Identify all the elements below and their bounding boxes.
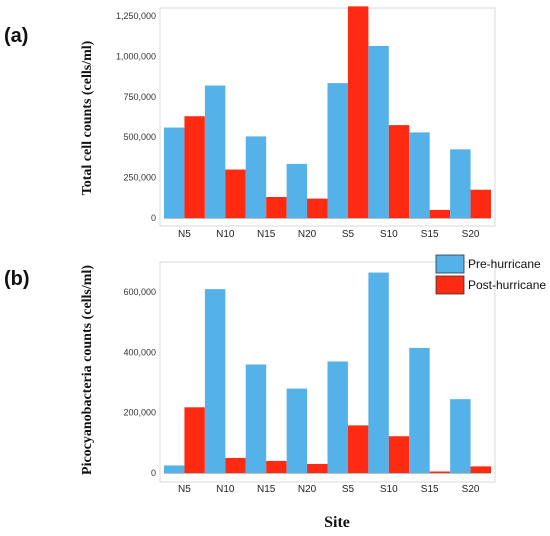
panel-b-bar-post-s5 [347,425,369,473]
legend-pre-label: Pre-hurricane [468,257,541,271]
panel-a-bar-pre-n15 [245,136,267,218]
panel-a-bar-post-s20 [470,189,491,218]
panel-a-bar-pre-s10 [368,45,389,218]
legend-post-label: Post-hurricane [468,278,546,292]
panel-b-y-axis-label: Picocyanobacteria counts (cells/ml) [80,265,95,475]
panel-b-bar-post-n5 [184,407,205,473]
legend: Pre-hurricane Post-hurricane [435,254,546,295]
panel-b-bar-pre-n15 [245,364,267,473]
panel-b-bar-post-n20 [307,463,328,473]
panel-a-x-tick-label: S20 [462,229,480,240]
legend-pre-swatch [435,254,465,274]
panel-b-y-tick-label: 600,000 [123,287,156,297]
panel-b-bar-pre-s15 [409,347,430,473]
panel-a-plot: 0 250,000 500,000 750,000 1,000,000 1,250,000… [116,6,491,240]
panel-a-y-tick-label: 500,000 [123,132,156,142]
panel-a-y-tick-label: 750,000 [123,92,156,102]
panel-b-bar-post-s15 [429,471,451,473]
panel-b-x-tick-label: N15 [257,484,276,495]
panel-b-x-tick-label: N20 [298,484,317,495]
panel-b-x-tick-label: S5 [342,484,355,495]
panel-b-bar-pre-n5 [164,465,185,473]
panel-a-x-tick-label: S10 [380,229,398,240]
panel-b-bar-pre-s5 [327,361,348,473]
panel-b-bar-pre-n20 [286,388,308,473]
x-axis-label: Site [324,514,350,531]
panel-a-x-tick-label: N20 [298,229,317,240]
panel-a-bar-post-s10 [388,125,410,218]
panel-a-x-tick-label: N15 [257,229,276,240]
panel-a-bar-pre-s15 [409,132,430,218]
panel-b-y-tick-label: 400,000 [123,347,156,357]
panel-a-bar-pre-n20 [286,163,308,218]
panel-a-bar-post-n20 [307,198,328,218]
panel-b-bar-post-s10 [388,436,410,473]
panel-b-x-tick-label: N5 [178,484,191,495]
panel-a-x-tick-label: N10 [216,229,235,240]
panel-b-x-tick-label: S10 [380,484,398,495]
panel-a-bar-pre-s5 [327,83,348,218]
panel-b-y-tick-label: 0 [151,468,156,478]
panel-b-bar-post-s20 [470,466,491,473]
panel-a-x-tick-label: N5 [178,229,191,240]
panel-a-y-tick-label: 1,000,000 [116,51,156,61]
panel-b-frame [159,261,496,483]
panel-b-x-tick-label: S20 [462,484,480,495]
panel-a-x-tick-label: S5 [342,229,355,240]
panel-a-x-tick-label: S15 [421,229,439,240]
panel-b-bar-pre-s20 [450,399,471,473]
panel-a-bar-post-s15 [429,209,451,218]
panel-a-bar-post-s5 [347,6,369,219]
legend-post-swatch [435,275,465,295]
panel-b-bar-post-n15 [266,460,287,473]
panel-b-bar-pre-s10 [368,272,389,473]
panel-a-bar-pre-n5 [164,127,185,218]
panel-b-y-tick-label: 200,000 [123,408,156,418]
panel-a-y-tick-label: 250,000 [123,173,156,183]
panel-a-y-axis-label: Total cell counts (cells/ml) [80,40,95,195]
panel-b-x-tick-label: N10 [216,484,235,495]
panel-a-bar-pre-s20 [450,149,471,218]
panel-b-bar-pre-n10 [204,289,226,473]
panel-a-bar-pre-n10 [204,85,226,219]
panel-a-label: (a) [4,25,28,47]
panel-a-bar-post-n15 [266,197,287,218]
panel-a-y-tick-label: 0 [151,213,156,223]
panel-a-y-tick-label: 1,250,000 [116,11,156,21]
panel-b-label: (b) [4,268,30,290]
panel-a-bar-post-n5 [184,116,205,218]
panel-b-plot: 0 200,000 400,000 600,000 N5 N10 N15 N20 S5 S10 S1… [123,272,491,495]
panel-b-x-tick-label: S15 [421,484,439,495]
panel-a-bar-post-n10 [225,169,246,218]
panel-a-frame [159,7,496,227]
panel-b-bar-post-n10 [225,457,246,473]
